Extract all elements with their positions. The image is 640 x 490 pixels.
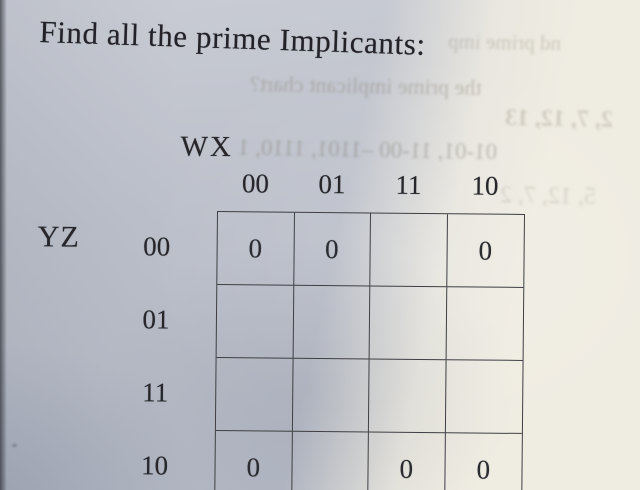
kmap-col-header: 11 bbox=[395, 169, 422, 200]
kmap-cell: 0 bbox=[215, 430, 293, 490]
kmap-row-header: 01 bbox=[142, 304, 170, 335]
kmap-cell bbox=[291, 431, 369, 490]
kmap-col-headers: 00 01 11 10 bbox=[217, 168, 523, 202]
kmap-cell bbox=[445, 360, 523, 434]
kmap-cell: 0 bbox=[368, 432, 446, 490]
kmap-row-headers: 00 01 11 10 bbox=[134, 210, 177, 490]
kmap-row-header: 10 bbox=[140, 450, 169, 481]
kmap-cell bbox=[446, 287, 524, 361]
kmap-cell: 0 bbox=[293, 212, 371, 287]
kmap-cell bbox=[292, 358, 370, 433]
kmap-cell bbox=[215, 358, 294, 432]
kmap-cell bbox=[216, 285, 294, 359]
kmap-cell bbox=[293, 285, 371, 360]
kmap-grid: 0 0 0 0 0 0 bbox=[214, 211, 525, 490]
paper-speck bbox=[12, 444, 17, 447]
kmap-cell: 0 bbox=[446, 214, 524, 288]
page-left-edge bbox=[0, 0, 7, 490]
kmap-cell: 0 bbox=[444, 433, 522, 490]
kmap-col-var-label: WX bbox=[180, 130, 234, 164]
kmap-row-header: 00 bbox=[143, 231, 171, 262]
kmap-cell: 0 bbox=[217, 212, 295, 286]
kmap-col-header: 00 bbox=[241, 168, 270, 199]
kmap-cell bbox=[370, 213, 448, 288]
kmap-row-var-label: YZ bbox=[37, 220, 80, 254]
kmap-col-header: 10 bbox=[471, 170, 499, 201]
kmap-cell bbox=[369, 286, 447, 361]
kmap-row-header: 11 bbox=[142, 377, 169, 408]
kmap-col-header: 01 bbox=[318, 168, 346, 200]
kmap-cell bbox=[368, 359, 447, 434]
